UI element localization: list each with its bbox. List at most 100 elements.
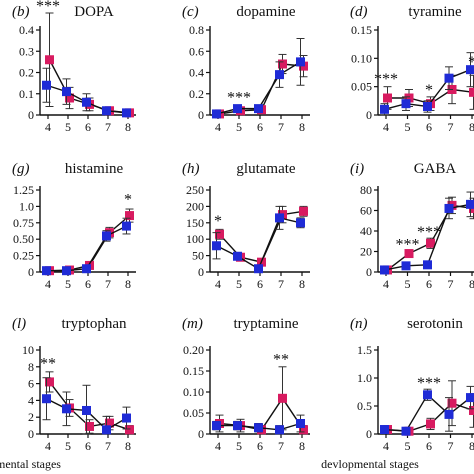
y-tick-label: 0.10 (183, 385, 204, 399)
y-tick-label: 100 (186, 232, 204, 246)
y-tick-label: 20 (360, 245, 372, 259)
x-tick-label: 6 (426, 277, 432, 291)
chart-panel-7: (m) tryptamine 0 0.05 0.10 0.15 0.20 4 5 6 7 8 ** (182, 316, 310, 453)
panel-letter: (h) (182, 161, 200, 177)
data-point-blue (401, 261, 411, 271)
data-point-blue (42, 266, 51, 276)
data-point-blue (275, 70, 284, 80)
data-point-blue (423, 390, 432, 400)
data-point-blue (212, 241, 221, 251)
data-point-blue (296, 419, 305, 428)
data-point-blue (444, 409, 454, 419)
significance-marker: * (214, 213, 222, 230)
data-point-blue (423, 102, 432, 111)
y-tick-label: 0.75 (13, 216, 34, 230)
panel-letter: (g) (12, 161, 30, 177)
x-tick-label: 5 (65, 277, 71, 291)
y-tick-label: 6 (28, 377, 34, 391)
y-tick-label: 4 (28, 393, 34, 407)
x-tick-label: 7 (105, 277, 111, 291)
panel-title: histamine (65, 161, 124, 177)
y-tick-label: 0 (28, 265, 34, 279)
data-point-blue (254, 264, 263, 274)
x-tick-label: 7 (278, 277, 284, 291)
data-point-blue (466, 393, 474, 403)
y-tick-label: 250 (186, 183, 204, 197)
panel-title: tryptamine (234, 316, 299, 332)
y-tick-label: 200 (186, 199, 204, 213)
x-tick-label: 8 (125, 439, 131, 453)
data-point-pink (215, 229, 224, 239)
y-tick-label: 50 (192, 249, 204, 263)
data-point-pink (426, 419, 435, 429)
y-tick-label: 1.5 (357, 343, 372, 357)
x-tick-label: 6 (85, 277, 91, 291)
data-point-blue (296, 218, 305, 228)
panel-title: serotonin (407, 316, 463, 332)
data-point-blue (233, 421, 242, 431)
y-tick-label: 0 (28, 427, 34, 441)
data-point-pink (65, 93, 74, 103)
x-tick-label: 4 (45, 120, 51, 134)
data-point-pink (125, 425, 134, 435)
data-point-blue (296, 57, 305, 67)
data-point-blue (444, 73, 454, 83)
panel-title: DOPA (74, 4, 114, 20)
data-point-pink (299, 425, 308, 435)
data-point-blue (122, 108, 131, 118)
x-tick-label: 7 (105, 120, 111, 134)
chart-panel-5: (i) GABA 0 20 40 60 80 4 5 6 7 8 ****** (350, 161, 474, 291)
data-point-blue (401, 426, 411, 436)
x-tick-label: 5 (236, 439, 242, 453)
y-tick-label: 8 (28, 360, 34, 374)
data-point-pink (45, 55, 54, 65)
y-tick-label: 0.5 (357, 399, 372, 413)
significance-marker: *** (374, 71, 398, 88)
significance-marker: ** (40, 355, 56, 372)
x-tick-label: 4 (45, 277, 51, 291)
x-tick-label: 5 (405, 439, 411, 453)
y-tick-label: 0 (198, 108, 204, 122)
data-point-pink (125, 211, 134, 221)
panel-letter: (d) (350, 4, 368, 20)
y-tick-label: 1.0 (357, 371, 372, 385)
data-point-pink (299, 206, 308, 216)
data-point-pink (469, 405, 474, 415)
x-tick-label: 5 (405, 120, 411, 134)
x-tick-label: 7 (448, 277, 454, 291)
x-tick-label: 5 (65, 439, 71, 453)
data-point-blue (423, 260, 432, 270)
chart-panel-1: (c) dopamine 0 0.2 0.4 0.6 0.8 4 5 6 7 8 *** (182, 4, 310, 134)
y-tick-label: 0.15 (183, 364, 204, 378)
x-tick-label: 4 (45, 439, 51, 453)
y-tick-label: 0.4 (189, 66, 204, 80)
data-point-blue (380, 104, 389, 114)
panel-letter: (b) (12, 4, 30, 20)
x-tick-label: 4 (215, 120, 221, 134)
x-tick-label: 6 (85, 120, 91, 134)
x-tick-label: 6 (257, 439, 263, 453)
data-point-pink (404, 249, 414, 259)
x-tick-label: 8 (125, 120, 131, 134)
x-tick-label: 8 (469, 277, 474, 291)
panel-letter: (l) (12, 316, 26, 332)
y-tick-label: 0.2 (189, 87, 204, 101)
y-tick-label: 0.20 (183, 343, 204, 357)
x-axis-caption-right: devlopmental stages (321, 457, 419, 471)
x-tick-label: 8 (125, 277, 131, 291)
y-tick-label: 0.8 (189, 23, 204, 37)
x-tick-label: 4 (215, 277, 221, 291)
x-tick-label: 7 (105, 439, 111, 453)
panel-title: dopamine (236, 4, 295, 20)
significance-marker: * (468, 54, 474, 71)
data-point-blue (380, 265, 389, 275)
x-tick-label: 7 (278, 120, 284, 134)
data-point-blue (233, 104, 242, 114)
data-point-blue (122, 413, 131, 423)
data-point-blue (62, 266, 71, 276)
data-point-blue (254, 423, 263, 433)
data-point-blue (102, 231, 111, 241)
significance-marker: *** (417, 375, 441, 392)
panel-letter: (c) (182, 4, 199, 20)
data-point-blue (275, 213, 284, 223)
